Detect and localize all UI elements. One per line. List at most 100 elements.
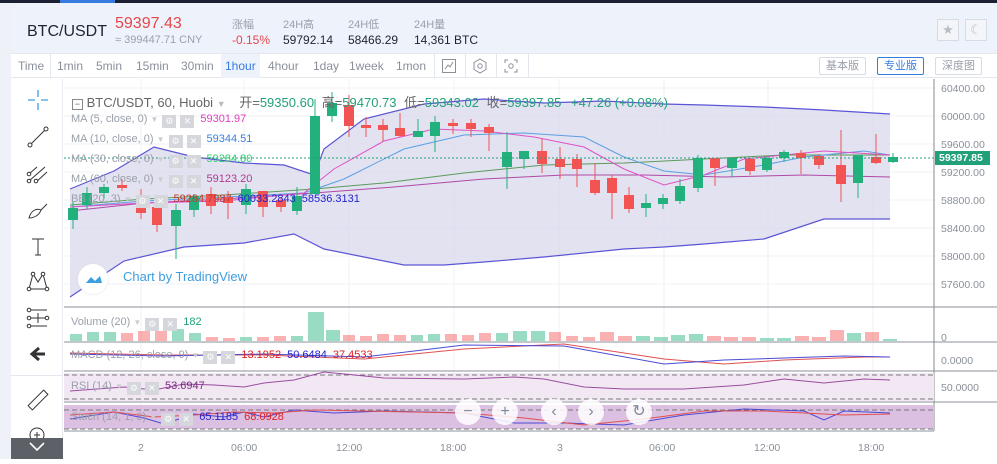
volume-value: 182 <box>183 316 202 328</box>
legend-ma30[interactable]: MA (30, close, 0) ▼ ⚙ ✕ 59284.80 <box>71 153 252 168</box>
tab-5min[interactable]: 5min <box>96 59 123 73</box>
indicator-value: 59301.97 <box>200 113 247 125</box>
gear-icon[interactable]: ⚙ <box>168 175 183 188</box>
text-icon <box>32 238 44 256</box>
zoom-out-button[interactable]: − <box>455 399 481 425</box>
tab-1mon[interactable]: 1mon <box>396 59 427 73</box>
stat-volume-value: 14,361 BTC <box>414 33 479 47</box>
tab-1day[interactable]: 1day <box>313 59 340 73</box>
tradingview-logo[interactable] <box>78 264 108 294</box>
indicator-name: MA (60, close, 0) <box>71 173 154 185</box>
close-icon[interactable]: ✕ <box>186 155 201 168</box>
text-tool[interactable] <box>25 234 51 260</box>
tab-1hour[interactable]: 1hour <box>221 54 260 78</box>
tradingview-link[interactable]: Chart by TradingView <box>123 269 248 284</box>
measure-tool[interactable] <box>25 305 51 331</box>
stat-low-label: 24H低 <box>348 19 380 31</box>
chevron-down-icon[interactable]: ▼ <box>150 115 159 124</box>
back-tool[interactable] <box>25 341 51 367</box>
gear-icon[interactable]: ⚙ <box>126 382 141 395</box>
stat-volume-label: 24H量 <box>414 19 446 31</box>
chevron-down-icon[interactable]: ▼ <box>156 175 165 184</box>
pattern-tool[interactable] <box>25 269 51 295</box>
high-label: 高= <box>321 95 343 110</box>
chevron-down-icon[interactable]: ▼ <box>156 135 165 144</box>
divider <box>465 54 466 78</box>
svg-text:57600.00: 57600.00 <box>941 279 985 291</box>
close-icon[interactable]: ✕ <box>163 318 178 331</box>
close-icon[interactable]: ✕ <box>180 115 195 128</box>
reset-chart-button[interactable]: ↻ <box>626 399 652 425</box>
indicator-name: MACD (12, 26, close, 9) <box>71 349 189 361</box>
tab-30min[interactable]: 30min <box>181 59 214 73</box>
pitchfork-tool[interactable] <box>25 161 51 187</box>
scroll-left-button[interactable]: ‹ <box>541 399 567 425</box>
tab-time[interactable]: Time <box>18 59 45 73</box>
gear-icon[interactable]: ⚙ <box>161 413 176 426</box>
close-icon[interactable]: ✕ <box>186 135 201 148</box>
settings-button[interactable] <box>472 58 488 74</box>
svg-text:12:00: 12:00 <box>754 442 780 454</box>
indicator-button[interactable] <box>441 58 457 74</box>
svg-text:18:00: 18:00 <box>858 442 884 454</box>
legend-ma60[interactable]: MA (60, close, 0) ▼ ⚙ ✕ 59123.20 <box>71 173 252 188</box>
divider <box>11 375 63 376</box>
collapse-legend-icon[interactable]: − <box>72 99 83 110</box>
gear-icon[interactable]: ⚙ <box>168 135 183 148</box>
divider <box>50 54 51 78</box>
scroll-right-button[interactable]: › <box>578 399 604 425</box>
legend-rsi[interactable]: RSI (14) ▼ ⚙ ✕ 53.6947 <box>71 380 205 395</box>
chevron-down-icon[interactable]: ▼ <box>216 99 226 109</box>
gear-icon[interactable]: ⚙ <box>162 115 177 128</box>
chevron-down-icon[interactable]: ▼ <box>149 413 158 422</box>
back-arrow-icon <box>29 346 45 362</box>
tab-4hour[interactable]: 4hour <box>268 59 299 73</box>
legend-macd[interactable]: MACD (12, 26, close, 9) ▼ ⚙ ✕ 13.1952 50.648… <box>71 349 373 364</box>
close-icon[interactable]: ✕ <box>186 175 201 188</box>
gear-icon[interactable]: ⚙ <box>203 351 218 364</box>
brush-tool[interactable] <box>25 198 51 224</box>
favorite-button[interactable]: ★ <box>937 19 959 41</box>
gear-icon[interactable]: ⚙ <box>145 318 160 331</box>
legend-volume[interactable]: Volume (20) ▼ ⚙ ✕ 182 <box>71 316 202 331</box>
pro-version-button[interactable]: 专业版 <box>877 57 924 75</box>
collapse-toolbar-button[interactable] <box>11 438 63 459</box>
chevron-down-icon[interactable]: ▼ <box>191 351 200 360</box>
close-icon[interactable]: ✕ <box>221 351 236 364</box>
crosshair-tool[interactable] <box>25 87 51 113</box>
stat-high-label: 24H高 <box>283 19 315 31</box>
bollinger-band-fill <box>70 99 890 297</box>
chevron-down-icon[interactable]: ▼ <box>156 155 165 164</box>
svg-text:60400.00: 60400.00 <box>941 83 985 95</box>
legend-ma10[interactable]: MA (10, close, 0) ▼ ⚙ ✕ 59344.51 <box>71 133 252 148</box>
last-price-tag-text: 59397.85 <box>939 152 983 164</box>
close-icon[interactable]: ✕ <box>179 413 194 426</box>
theme-toggle-button[interactable]: ☾ <box>965 19 987 41</box>
trend-line-tool[interactable] <box>25 124 51 150</box>
gear-icon[interactable]: ⚙ <box>135 195 150 208</box>
chevron-down-icon[interactable]: ▼ <box>123 195 132 204</box>
basic-version-button[interactable]: 基本版 <box>819 57 866 75</box>
chart-title[interactable]: BTC/USDT, 60, Huobi <box>86 95 214 110</box>
chart-area[interactable]: 60400.00 60000.00 59600.00 59200.00 58800.0… <box>64 79 997 459</box>
change-value: +47.26 (+0.08%) <box>571 95 668 110</box>
legend-bb[interactable]: BB (20, 3) ▼ ⚙ ✕ 59284.7987 60033.2843 58536.… <box>71 193 360 208</box>
screenshot-button[interactable] <box>503 58 519 74</box>
ruler-tool[interactable] <box>25 387 51 413</box>
tab-15min[interactable]: 15min <box>136 59 169 73</box>
zoom-in-button[interactable]: + <box>492 399 518 425</box>
tab-1min[interactable]: 1min <box>57 59 84 73</box>
chevron-down-icon[interactable]: ▼ <box>133 318 142 327</box>
ruler-icon <box>27 389 49 411</box>
chevron-down-icon[interactable]: ▼ <box>115 382 123 391</box>
legend-ma5[interactable]: MA (5, close, 0) ▼ ⚙ ✕ 59301.97 <box>71 113 246 128</box>
measure-icon <box>26 307 50 329</box>
legend-stoch[interactable]: Stoch (14, 1, 3) ▼ ⚙ ✕ 65.1185 68.0928 <box>71 411 284 426</box>
collapse-chevron-icon <box>29 442 45 452</box>
tab-1week[interactable]: 1week <box>349 59 384 73</box>
macd-histogram-value: 13.1952 <box>241 349 282 361</box>
gear-icon[interactable]: ⚙ <box>168 155 183 168</box>
depth-chart-button[interactable]: 深度图 <box>935 57 982 75</box>
close-icon[interactable]: ✕ <box>144 382 159 395</box>
close-icon[interactable]: ✕ <box>153 195 168 208</box>
